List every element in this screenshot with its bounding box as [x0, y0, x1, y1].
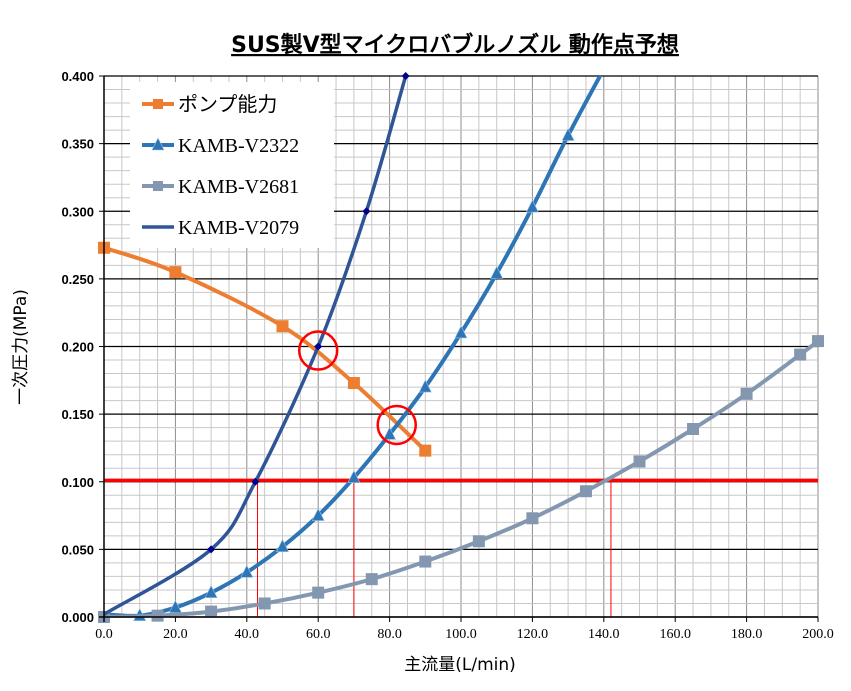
data-point: [258, 597, 271, 610]
data-point: [401, 72, 410, 80]
y-tick-label: 0.050: [61, 542, 94, 557]
data-point: [205, 605, 218, 618]
legend-label: KAMB-V2322: [178, 135, 299, 157]
y-axis-label: 一次圧力(MPa): [11, 289, 31, 405]
data-point: [169, 266, 182, 279]
data-point: [740, 387, 753, 400]
x-tick-label: 160.0: [659, 627, 691, 642]
highlight-circles: [297, 330, 417, 446]
x-tick-label: 140.0: [588, 627, 620, 642]
reference-lines: [104, 478, 818, 617]
y-tick-label: 0.200: [61, 340, 94, 355]
x-tick-label: 20.0: [163, 627, 188, 642]
x-tick-label: 180.0: [731, 627, 763, 642]
data-point: [276, 538, 289, 552]
data-point: [312, 586, 325, 599]
x-tick-label: 80.0: [377, 627, 402, 642]
data-point: [490, 265, 504, 279]
data-point: [454, 325, 468, 339]
x-tick-label: 40.0: [235, 627, 260, 642]
legend-box: [130, 82, 334, 248]
legend-label: ポンプ能力: [178, 93, 277, 116]
series-KAMB-V2079: [104, 76, 408, 617]
data-point: [525, 199, 539, 213]
x-tick-label: 200.0: [802, 627, 834, 642]
data-point: [812, 335, 824, 348]
data-point: [204, 584, 218, 598]
series-markers: [207, 72, 410, 554]
chart-title: SUS製V型マイクロバブルノズル 動作点予想: [231, 32, 679, 58]
data-point: [347, 470, 361, 483]
data-point: [347, 377, 360, 390]
series-markers: [133, 127, 575, 621]
data-point: [151, 137, 165, 151]
data-point: [794, 348, 807, 361]
data-point: [362, 207, 371, 216]
data-point: [383, 426, 397, 440]
data-point: [419, 444, 432, 457]
y-tick-label: 0.250: [61, 272, 94, 287]
data-point: [207, 545, 216, 554]
x-tick-label: 100.0: [445, 627, 477, 642]
y-tick-label: 0.400: [61, 69, 94, 84]
data-point: [418, 379, 432, 393]
legend-label: KAMB-V2681: [178, 176, 299, 198]
series-line: [104, 76, 408, 617]
data-point: [579, 485, 592, 498]
x-tick-label: 120.0: [517, 627, 549, 642]
data-point: [561, 127, 575, 141]
data-point: [687, 423, 700, 436]
data-point: [168, 599, 182, 613]
axes: 0.000 0.050 0.100 0.150 0.200 0.250 0.300 0.350…: [61, 69, 833, 642]
x-axis-label: 主流量(L/min): [404, 655, 516, 675]
highlight-circle: [297, 330, 339, 371]
data-point: [251, 477, 260, 486]
data-point: [365, 573, 378, 586]
x-tick-label: 0.0: [95, 627, 113, 642]
data-point: [472, 535, 485, 548]
data-point: [151, 609, 164, 622]
data-point: [526, 512, 539, 525]
data-point: [240, 564, 254, 578]
data-point: [276, 320, 289, 333]
series-group: [98, 72, 824, 623]
data-point: [633, 455, 646, 468]
data-point: [153, 99, 163, 109]
y-tick-label: 0.300: [61, 204, 94, 219]
data-point: [314, 342, 323, 351]
y-tick-label: 0.100: [61, 475, 94, 490]
data-point: [419, 555, 432, 568]
data-point: [311, 507, 325, 521]
y-tick-label: 0.350: [61, 137, 94, 152]
y-tick-label: 0.150: [61, 407, 94, 422]
x-tick-label: 60.0: [306, 627, 331, 642]
data-point: [153, 181, 163, 191]
legend: ポンプ能力 KAMB-V2322 KAMB-V2681 KAMB-V2079: [130, 82, 334, 248]
y-tick-label: 0.000: [61, 610, 94, 625]
series-markers: [98, 241, 432, 457]
legend-label: KAMB-V2079: [178, 217, 299, 239]
highlight-circle: [376, 404, 417, 446]
